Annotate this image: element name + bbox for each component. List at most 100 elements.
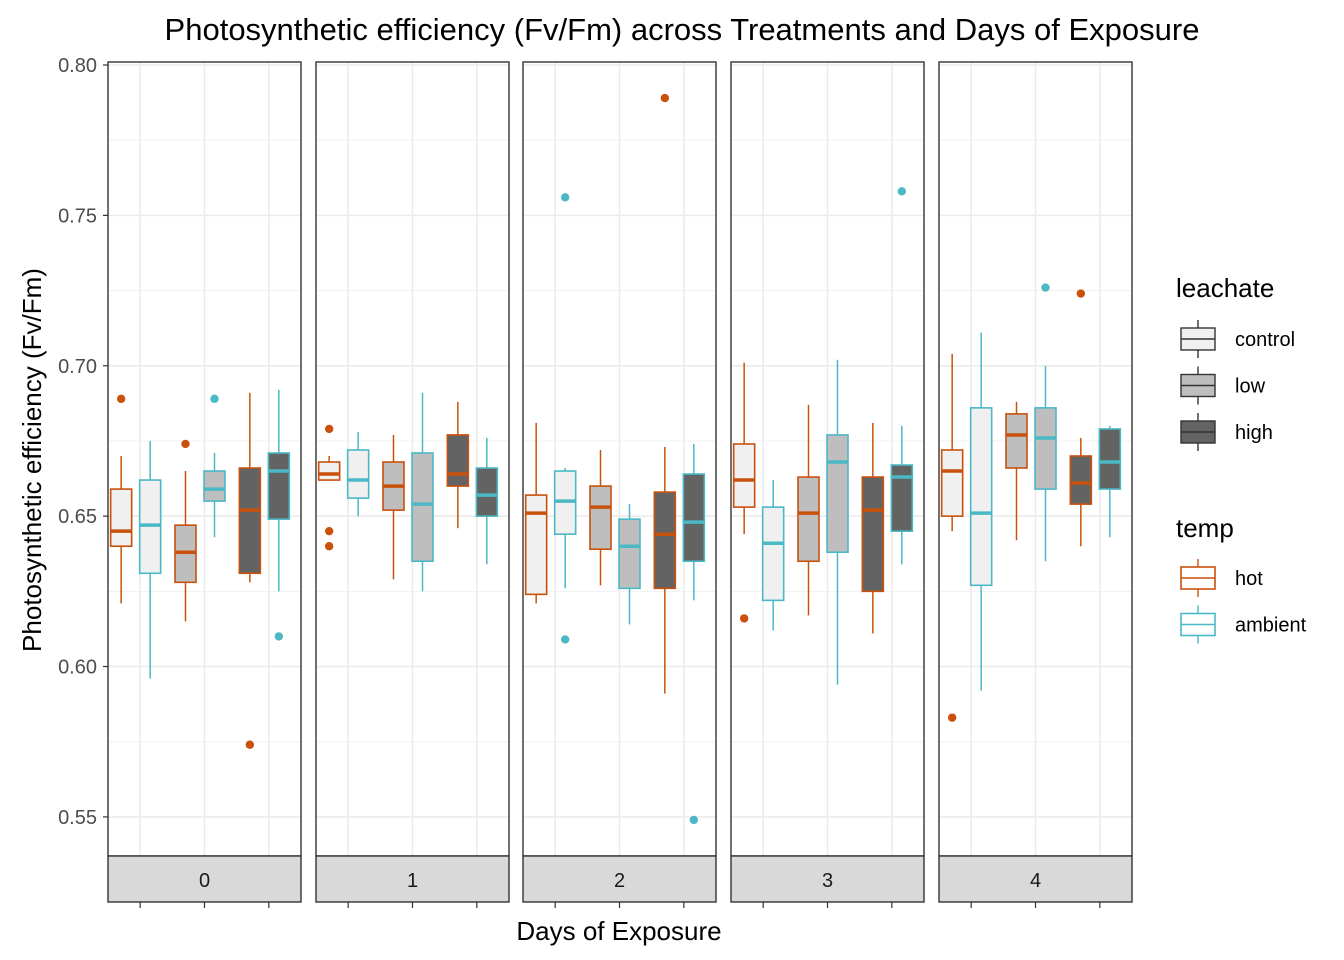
boxplot — [732, 362, 756, 623]
facet-strip-label: 1 — [407, 870, 418, 892]
boxplot — [317, 424, 341, 551]
boxplot — [267, 389, 291, 641]
boxplot — [618, 504, 641, 625]
boxplot — [861, 422, 885, 634]
outlier-point — [324, 542, 334, 551]
box — [732, 443, 756, 508]
boxplot — [1098, 425, 1122, 538]
box — [653, 491, 677, 590]
facet-strip — [107, 855, 302, 903]
outlier-point — [739, 614, 749, 623]
boxplot — [446, 401, 470, 529]
boxplot — [109, 394, 133, 604]
x-axis-label: Days of Exposure — [516, 916, 721, 946]
box — [524, 494, 548, 596]
facet-panel: 3 — [730, 61, 925, 908]
legend-color-items: hot ambient — [1180, 559, 1307, 644]
box — [238, 467, 262, 575]
box — [1069, 455, 1093, 505]
outlier-point — [116, 394, 126, 404]
facet-strip — [730, 855, 925, 903]
box — [446, 434, 470, 487]
outlier-point — [181, 439, 190, 449]
legend: leachate control low high temp hot ambient — [1176, 273, 1307, 644]
facet-strip-label: 0 — [199, 870, 210, 892]
box — [589, 485, 612, 551]
y-tick-label: 0.75 — [58, 205, 97, 227]
boxplot — [761, 480, 785, 631]
boxplot — [1069, 289, 1093, 547]
box — [1098, 428, 1122, 490]
outlier-point — [324, 526, 334, 536]
legend-key-ambient — [1180, 605, 1216, 644]
legend-key-control — [1180, 320, 1216, 358]
legend-fill-items: control low high — [1180, 320, 1295, 451]
boxplot — [475, 437, 499, 565]
boxplot — [1034, 283, 1057, 562]
outlier-point — [1041, 283, 1050, 292]
legend-color-title: temp — [1176, 513, 1234, 543]
outlier-point — [660, 93, 670, 103]
box — [618, 518, 641, 590]
box — [1005, 413, 1028, 469]
y-axis-label: Photosynthetic efficiency (Fv/Fm) — [17, 268, 47, 652]
outlier-point — [947, 713, 957, 722]
y-tick-label: 0.80 — [58, 55, 97, 77]
boxplot — [969, 332, 993, 691]
outlier-point — [274, 632, 284, 641]
boxplot — [1005, 401, 1028, 541]
boxplot — [382, 434, 405, 580]
facet-panel: 0 — [107, 61, 302, 908]
facet-panel: 1 — [315, 61, 510, 908]
legend-label: ambient — [1235, 615, 1307, 637]
y-axis: 0.55 0.60 0.65 0.70 0.75 0.80 — [58, 55, 108, 829]
outlier-point — [210, 394, 219, 404]
legend-label: low — [1235, 376, 1266, 398]
box — [346, 449, 370, 499]
boxplot — [346, 431, 370, 517]
legend-key-high — [1180, 413, 1216, 451]
outlier-point — [245, 740, 255, 749]
facet-strip — [522, 855, 717, 903]
facet-strip-label: 2 — [614, 870, 625, 892]
outlier-point — [897, 187, 907, 196]
box — [890, 464, 914, 532]
box — [203, 470, 226, 502]
box — [861, 476, 885, 593]
facet-strip — [938, 855, 1133, 903]
box — [826, 434, 849, 554]
boxplot — [203, 394, 226, 538]
box — [797, 476, 820, 563]
box — [682, 473, 706, 563]
box — [109, 488, 133, 548]
outlier-point — [689, 815, 699, 825]
facet-panels: 0 1 2 3 4 — [107, 61, 1133, 908]
boxplot — [682, 443, 706, 825]
box — [969, 407, 993, 587]
legend-key-low — [1180, 366, 1216, 405]
boxplot — [826, 359, 849, 685]
outlier-point — [324, 424, 334, 434]
y-tick-label: 0.70 — [58, 356, 97, 378]
legend-label: high — [1235, 422, 1273, 444]
facet-panel: 2 — [522, 61, 717, 908]
boxplot — [238, 392, 262, 749]
facet-strip-label: 3 — [822, 870, 833, 892]
box — [411, 452, 434, 563]
box — [1034, 407, 1057, 490]
boxplot — [940, 353, 964, 722]
box — [317, 461, 341, 481]
boxplot — [138, 440, 162, 679]
boxplot — [797, 404, 820, 616]
chart-title: Photosynthetic efficiency (Fv/Fm) across… — [165, 12, 1200, 47]
boxplot — [890, 187, 914, 565]
outlier-point — [560, 635, 570, 644]
boxplot — [524, 422, 548, 604]
y-tick-label: 0.60 — [58, 657, 97, 679]
y-tick-label: 0.55 — [58, 807, 97, 829]
legend-label: hot — [1235, 568, 1263, 590]
facet-panel: 4 — [938, 61, 1133, 908]
box — [267, 452, 291, 520]
box — [475, 467, 499, 517]
